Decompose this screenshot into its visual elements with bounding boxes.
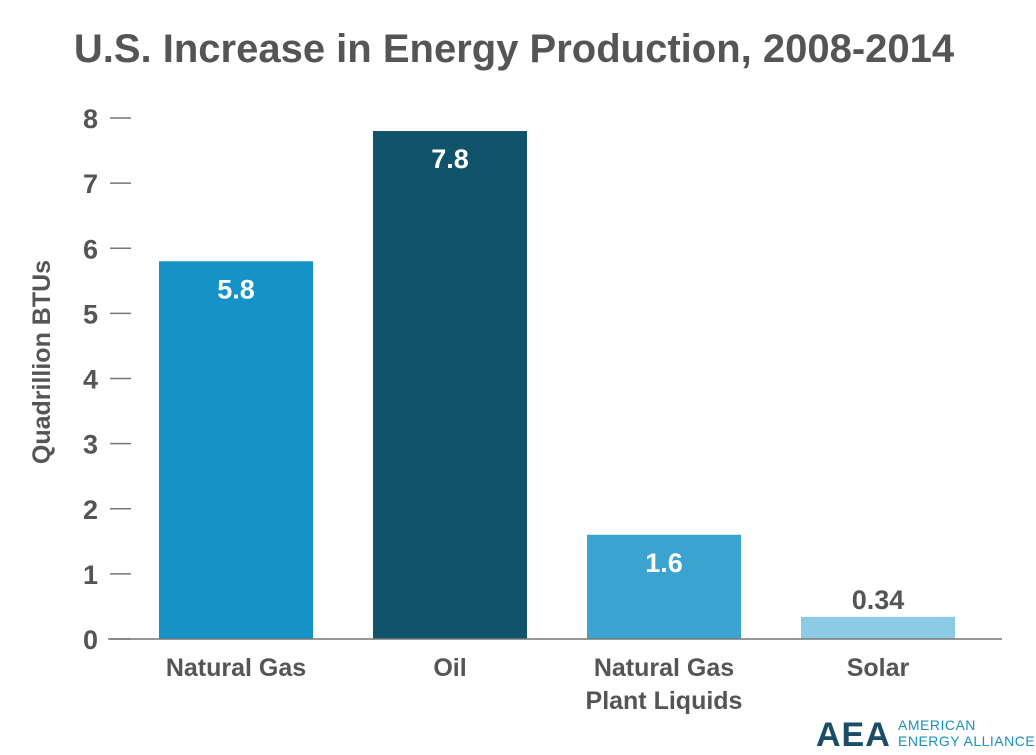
- data-label: 1.6: [645, 548, 683, 578]
- x-tick-label: Solar: [847, 654, 910, 682]
- data-label: 0.34: [852, 585, 905, 615]
- x-tick-label: Natural Gas: [166, 654, 306, 682]
- x-tick-label: Oil: [433, 654, 466, 682]
- y-tick-label: 6: [83, 234, 98, 264]
- y-tick-label: 2: [83, 495, 98, 525]
- bar: [587, 534, 741, 639]
- y-tick-label: 3: [83, 430, 98, 460]
- bar: [373, 131, 527, 639]
- y-tick-label: 8: [83, 104, 98, 134]
- logo-line-1: AMERICAN: [898, 717, 976, 733]
- chart-title: U.S. Increase in Energy Production, 2008…: [74, 27, 955, 71]
- logo-mark: AEA: [816, 716, 891, 754]
- y-tick-label: 5: [83, 299, 98, 329]
- y-axis: 0 1 2 3 4 5 6 7 8: [83, 104, 131, 655]
- bars: [159, 131, 955, 639]
- x-tick-label: Plant Liquids: [586, 687, 743, 715]
- y-axis-label: Quadrillion BTUs: [28, 260, 56, 464]
- y-tick-label: 4: [83, 365, 98, 395]
- data-labels: 5.8 7.8 1.6 0.34: [217, 144, 904, 615]
- bar: [159, 261, 313, 639]
- data-label: 5.8: [217, 274, 255, 304]
- x-axis: Natural Gas Oil Natural Gas Plant Liquids So…: [166, 654, 910, 715]
- data-label: 7.8: [431, 144, 469, 174]
- y-tick-label: 0: [83, 625, 98, 655]
- logo-line-2: ENERGY ALLIANCE: [898, 733, 1035, 749]
- bar: [801, 616, 955, 639]
- y-tick-label: 7: [83, 169, 98, 199]
- aea-logo: AEA AMERICAN ENERGY ALLIANCE: [816, 716, 1035, 754]
- x-tick-label: Natural Gas: [594, 654, 734, 682]
- y-tick-label: 1: [83, 560, 98, 590]
